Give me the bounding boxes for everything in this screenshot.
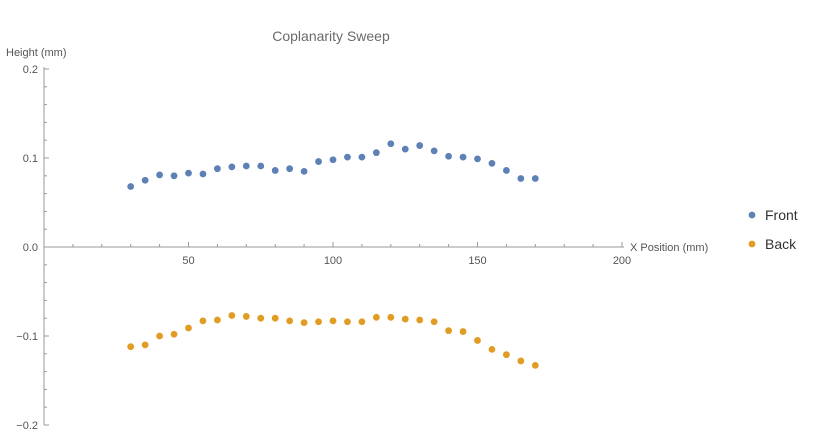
data-point-back [185, 324, 192, 332]
legend: Front Back [748, 207, 798, 252]
data-point-back [531, 361, 539, 369]
data-point-back [315, 318, 322, 326]
data-point-back [459, 328, 467, 335]
data-point-front [531, 175, 539, 182]
data-point-front [141, 176, 149, 184]
data-point-back [387, 313, 395, 321]
legend-label-back: Back [765, 236, 797, 252]
data-point-front [185, 169, 192, 177]
data-point-front [242, 162, 250, 170]
data-point-back [286, 317, 294, 325]
data-point-back [401, 315, 409, 323]
x-tick-label: 100 [324, 255, 342, 267]
data-points [127, 140, 539, 369]
data-point-front [517, 175, 525, 182]
data-point-back [156, 332, 164, 340]
data-point-back [474, 337, 481, 344]
x-axis-label: X Position (mm) [630, 242, 708, 254]
data-point-back [242, 313, 250, 320]
y-tick-label: −0.1 [16, 331, 38, 343]
data-point-back [127, 343, 135, 351]
chart-title: Coplanarity Sweep [272, 28, 390, 44]
y-tick-label: 0.1 [23, 153, 38, 165]
data-point-back [199, 317, 207, 325]
data-point-back [372, 313, 380, 321]
data-point-back [141, 341, 149, 349]
data-point-front [214, 165, 221, 173]
data-point-front [170, 172, 178, 180]
data-point-front [503, 167, 510, 174]
data-point-back [329, 317, 337, 325]
data-point-front [199, 170, 207, 178]
data-point-back [488, 345, 496, 353]
y-tick-label: 0.0 [23, 242, 38, 254]
legend-marker-front [748, 211, 756, 219]
data-point-front [344, 153, 351, 161]
data-point-front [228, 163, 236, 171]
data-point-back [430, 318, 438, 326]
data-point-back [344, 318, 351, 326]
data-point-front [372, 149, 380, 157]
data-point-front [286, 165, 294, 173]
y-tick-label: 0.2 [23, 64, 38, 76]
legend-label-front: Front [765, 207, 798, 223]
y-tick-label: −0.2 [16, 420, 38, 432]
x-tick-label: 150 [468, 255, 486, 267]
legend-marker-back [748, 240, 756, 248]
data-point-front [300, 167, 308, 175]
data-point-back [214, 316, 221, 324]
data-point-back [257, 314, 265, 322]
x-tick-label: 50 [182, 255, 194, 267]
data-point-back [503, 351, 510, 359]
data-point-back [445, 327, 452, 335]
data-point-front [329, 156, 337, 164]
data-point-back [517, 357, 525, 365]
data-point-front [271, 167, 279, 174]
data-point-front [488, 159, 496, 167]
data-point-front [459, 153, 467, 161]
y-axis-label: Height (mm) [6, 47, 67, 59]
data-point-front [430, 147, 438, 155]
data-point-front [401, 145, 409, 153]
data-point-back [416, 316, 424, 324]
data-point-front [156, 171, 164, 179]
data-point-front [445, 152, 452, 160]
data-point-front [387, 140, 395, 148]
x-tick-label: 200 [613, 255, 631, 267]
data-point-front [474, 155, 481, 163]
data-point-back [228, 312, 236, 319]
data-point-front [315, 158, 322, 165]
data-point-front [257, 162, 265, 170]
data-point-back [300, 319, 308, 327]
data-point-back [358, 318, 366, 326]
data-point-front [358, 153, 366, 161]
data-point-back [170, 330, 178, 338]
data-point-front [127, 183, 135, 190]
data-point-back [271, 314, 279, 322]
data-point-front [416, 142, 424, 149]
